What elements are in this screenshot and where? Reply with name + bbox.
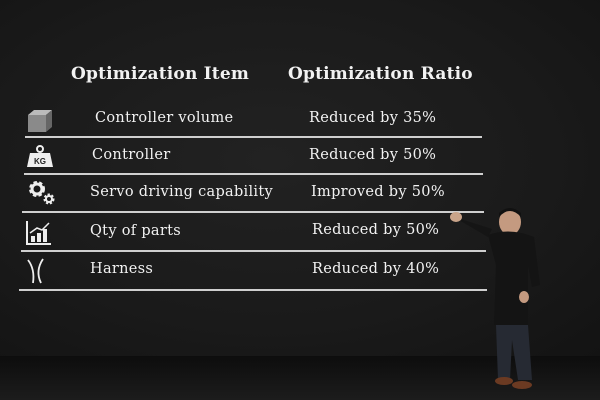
divider [21,250,486,252]
header-optimization-item: Optimization Item [71,64,250,84]
row-item: Harness [90,261,154,277]
divider [22,211,484,213]
row-ratio: Reduced by 40% [312,261,440,277]
row-item: Qty of parts [90,223,181,239]
svg-text:KG: KG [34,157,46,166]
weight-icon: KG [27,145,53,167]
presenter [450,208,540,389]
row-ratio: Reduced by 50% [312,222,440,238]
bar-chart-icon [26,221,51,245]
row-ratio: Improved by 50% [311,184,445,200]
presentation-screen: Optimization Item Optimization Ratio Con… [0,0,600,356]
row-item: Controller [92,147,171,163]
cube-icon [28,110,52,132]
divider [19,289,487,291]
divider [25,136,482,138]
gears-icon [29,181,55,205]
row-ratio: Reduced by 50% [309,147,437,163]
row-item: Servo driving capability [90,184,273,200]
header-optimization-ratio: Optimization Ratio [288,64,473,84]
row-item: Controller volume [95,110,234,126]
row-ratio: Reduced by 35% [309,110,437,126]
harness-icon [27,258,44,284]
divider [24,173,483,175]
